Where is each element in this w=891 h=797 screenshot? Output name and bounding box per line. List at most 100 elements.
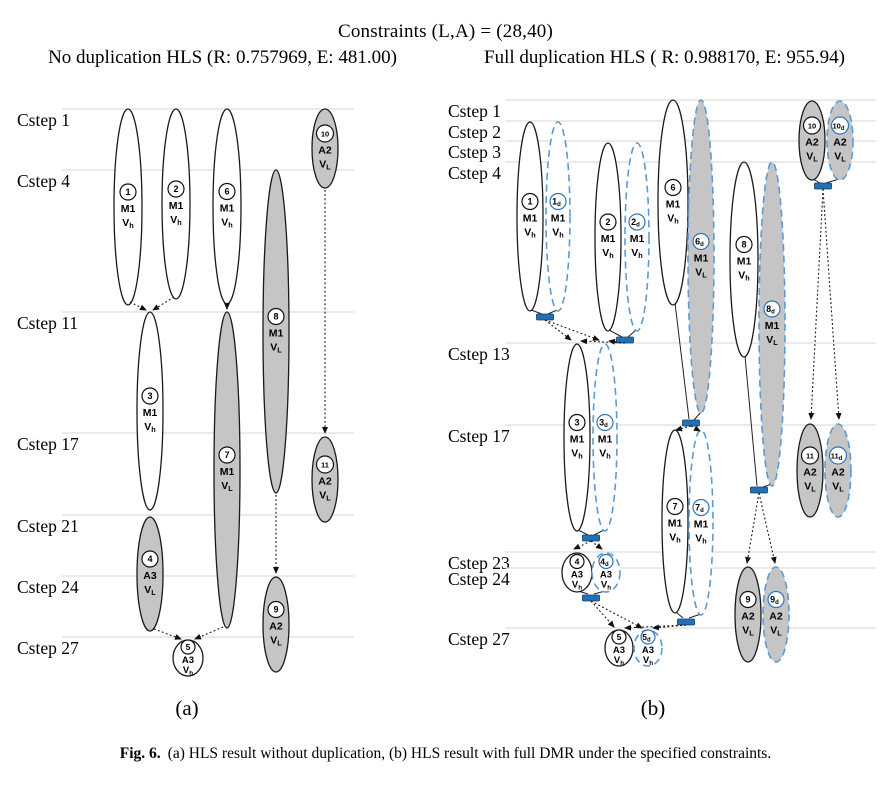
voter-bar xyxy=(750,486,768,494)
node-a-3: 3 M1 Vh xyxy=(136,311,164,511)
operation-number: 4d xyxy=(600,557,609,569)
operation-number: 1 xyxy=(527,197,532,207)
operation-number-circle xyxy=(549,192,567,211)
node-b-11d: 11d A2 VL xyxy=(824,423,852,518)
cstep-label-b-3: Cstep 4 xyxy=(448,163,501,183)
operation-number: 9d xyxy=(770,595,779,607)
operation-ellipse xyxy=(796,423,824,518)
operation-number: 11d xyxy=(831,452,843,463)
fu-label: A3 xyxy=(613,645,625,656)
operation-number: 7 xyxy=(672,502,677,512)
cstep-label-b-0: Cstep 1 xyxy=(448,101,501,121)
node-a-6: 6 M1 Vh xyxy=(212,108,242,305)
fu-label: A2 xyxy=(805,137,819,149)
fu-label: M1 xyxy=(143,407,158,419)
dependency-arrow xyxy=(152,296,175,311)
operation-number: 1 xyxy=(125,187,130,197)
operation-number-circle xyxy=(167,180,185,198)
operation-number-circle xyxy=(218,446,236,464)
cstep-label-a-3: Cstep 17 xyxy=(17,434,79,454)
node-a-11: 11 A2 VL xyxy=(311,436,339,523)
cstep-label-a-2: Cstep 11 xyxy=(17,313,78,333)
operation-number: 9 xyxy=(273,605,278,615)
operation-number-circle xyxy=(521,192,539,211)
operation-number-circle xyxy=(596,413,614,432)
voltage-label: Vh xyxy=(601,580,611,592)
operation-number-circle xyxy=(267,307,285,326)
operation-number-circle xyxy=(628,213,646,231)
operation-number: 5d xyxy=(642,632,651,644)
fu-label: M1 xyxy=(169,200,184,212)
cstep-label-a-0: Cstep 1 xyxy=(17,110,70,130)
cstep-label-b-1: Cstep 2 xyxy=(448,122,501,142)
operation-number: 8 xyxy=(273,312,278,322)
operation-number: 9 xyxy=(745,595,750,605)
operation-number: 1d xyxy=(552,197,561,209)
panel-a-title: No duplication HLS (R: 0.757969, E: 481.… xyxy=(48,47,397,68)
operation-ellipse xyxy=(687,99,715,414)
node-b-10d: 10d A2 VL xyxy=(826,100,854,181)
operation-ellipse xyxy=(262,169,290,494)
fu-label: M1 xyxy=(694,519,709,531)
voltage-label: Vh xyxy=(170,214,181,227)
node-b-8d: 8d M1 VL xyxy=(758,161,786,487)
fu-label: M1 xyxy=(668,518,683,530)
operation-number: 6 xyxy=(224,187,229,197)
operation-number: 6d xyxy=(695,237,704,249)
node-a-9: 9 A2 VL xyxy=(262,576,290,673)
fu-label: M1 xyxy=(551,213,566,225)
voltage-label: VL xyxy=(834,151,846,164)
fu-label: A2 xyxy=(833,137,847,149)
operation-number: 5 xyxy=(186,642,191,652)
operation-number: 4 xyxy=(575,557,580,567)
voter-bar xyxy=(616,336,634,344)
operation-number-circle xyxy=(315,124,335,143)
operation-number: 6 xyxy=(670,183,675,193)
voltage-label: Vh xyxy=(552,227,563,240)
voltage-label: Vh xyxy=(667,213,678,226)
operation-number-circle xyxy=(692,232,710,251)
operation-ellipse xyxy=(824,423,852,518)
operation-number-circle xyxy=(611,629,627,645)
operation-number-circle xyxy=(599,213,617,231)
operation-ellipse xyxy=(113,108,143,306)
operation-number-circle xyxy=(739,590,757,609)
node-a-10: 10 A2 VL xyxy=(311,108,339,189)
cstep-label-b-4: Cstep 13 xyxy=(448,344,510,364)
figure-caption: Fig. 6. (a) HLS result without duplicatio… xyxy=(0,745,891,763)
cstep-label-a-6: Cstep 27 xyxy=(17,638,79,658)
operation-number: 3 xyxy=(147,391,152,401)
voltage-label: Vh xyxy=(631,247,642,260)
operation-ellipse xyxy=(729,161,759,358)
fu-label: A2 xyxy=(318,145,332,157)
operation-ellipse xyxy=(762,566,790,663)
voltage-label: Vh xyxy=(602,247,613,260)
operation-number-circle xyxy=(802,116,822,135)
voltage-label: Vh xyxy=(122,217,133,230)
operation-number: 3d xyxy=(599,418,608,430)
operation-number-circle xyxy=(692,498,710,517)
operation-ellipse xyxy=(734,566,762,663)
voltage-label: Vh xyxy=(614,655,624,667)
voltage-label: Vh xyxy=(669,532,680,545)
operation-number-circle xyxy=(267,600,285,619)
operation-ellipse xyxy=(262,576,290,673)
fu-label: M1 xyxy=(220,466,235,478)
node-b-9: 9 A2 VL xyxy=(734,566,762,663)
voltage-label: Vh xyxy=(572,580,582,592)
connector-line xyxy=(530,309,543,315)
cstep-label-a-4: Cstep 21 xyxy=(17,516,79,536)
dependency-arrow xyxy=(580,338,626,345)
fu-label: M1 xyxy=(570,434,585,446)
dependency-arrow xyxy=(690,425,701,432)
operation-number-circle xyxy=(763,300,781,318)
node-b-3: 3 M1 Vh xyxy=(563,343,591,532)
voter-bar xyxy=(582,594,600,602)
dependency-arrow xyxy=(608,338,626,345)
operation-ellipse xyxy=(136,311,164,511)
fu-label: M1 xyxy=(765,320,780,332)
figure-caption-label: Fig. 6. xyxy=(119,745,161,762)
